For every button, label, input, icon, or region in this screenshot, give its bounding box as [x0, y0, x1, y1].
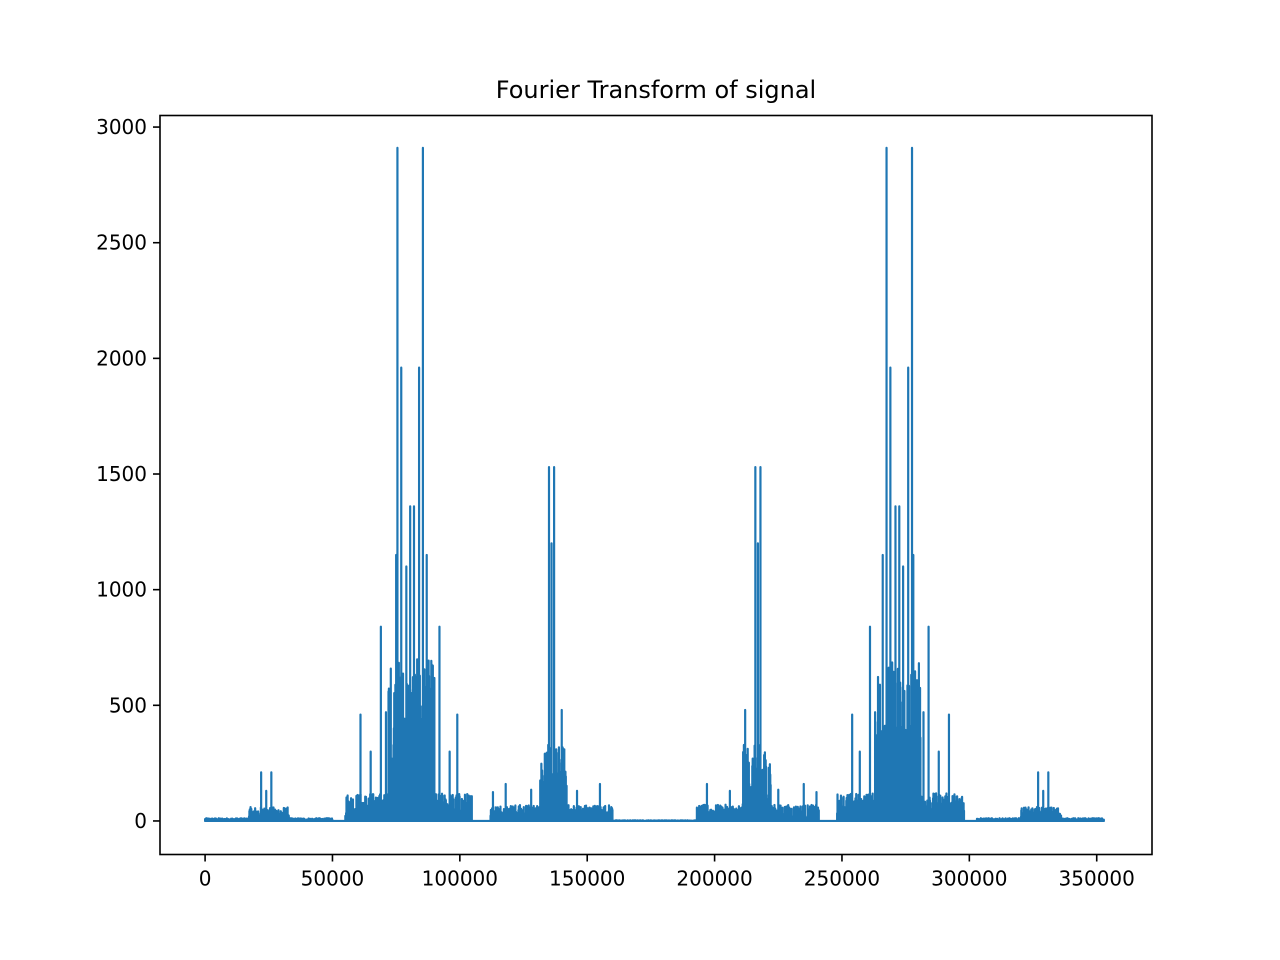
x-axis: 0 50000 100000 150000 200000 250000 300000 3500… [199, 854, 1135, 891]
x-tick-label: 200000 [676, 867, 752, 891]
chart-title: Fourier Transform of signal [496, 76, 816, 104]
x-tick-label: 50000 [301, 867, 365, 891]
y-tick-label: 3000 [96, 115, 147, 139]
y-tick-label: 2500 [96, 231, 147, 255]
y-tick-label: 1000 [96, 578, 147, 602]
y-tick-label: 1500 [96, 462, 147, 486]
x-tick-label: 250000 [804, 867, 880, 891]
plot-area [203, 146, 1105, 823]
y-axis: 0 500 1000 1500 2000 2500 3000 [96, 115, 160, 833]
y-tick-label: 500 [109, 693, 147, 717]
y-tick-label: 0 [134, 809, 147, 833]
x-tick-label: 100000 [422, 867, 498, 891]
x-tick-label: 0 [199, 867, 212, 891]
x-tick-label: 350000 [1059, 867, 1135, 891]
plot-frame [159, 114, 1153, 856]
x-tick-label: 300000 [931, 867, 1007, 891]
spectrum-series-line [203, 146, 1105, 823]
x-tick-label: 150000 [549, 867, 625, 891]
y-tick-label: 2000 [96, 346, 147, 370]
